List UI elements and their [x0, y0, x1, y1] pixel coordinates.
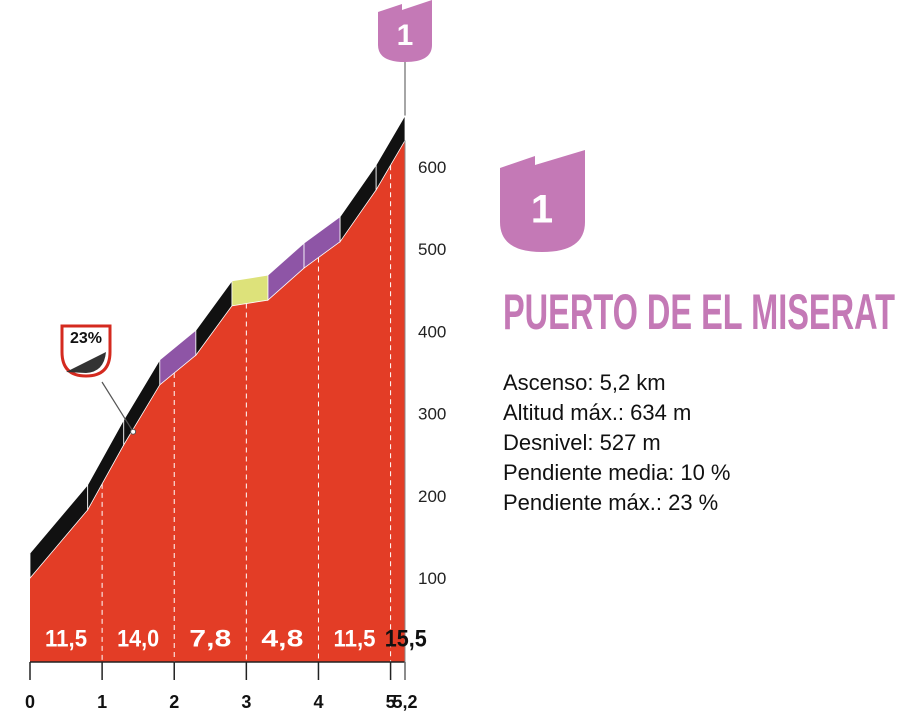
climb-category: 1	[531, 188, 553, 232]
y-tick-label: 300	[418, 405, 446, 424]
annotation-leader	[101, 381, 134, 433]
gradient-label: 4,8	[261, 625, 303, 652]
gradient-label: 11,5	[45, 625, 87, 652]
y-tick-label: 100	[418, 569, 446, 588]
y-tick-label: 400	[418, 322, 446, 341]
x-tick-label: 5,2	[392, 692, 417, 712]
summit-badge	[378, 0, 432, 62]
gradient-label: 7,8	[189, 625, 231, 652]
x-tick-label: 4	[313, 692, 323, 712]
annotation-point	[130, 428, 137, 435]
x-tick-label: 2	[169, 692, 179, 712]
gradient-band	[231, 274, 269, 307]
stat-line: Ascenso: 5,2 km	[503, 370, 666, 395]
y-tick-label: 600	[418, 158, 446, 177]
annotation-label: 23%	[70, 330, 102, 347]
stat-line: Pendiente media: 10 %	[503, 460, 731, 485]
profile-area	[30, 140, 405, 662]
y-tick-label: 500	[418, 240, 446, 259]
gradient-label: 15,5	[385, 625, 427, 652]
climb-badge	[500, 150, 585, 252]
gradient-label: 11,5	[334, 625, 376, 652]
summit-category: 1	[397, 19, 414, 52]
stat-line: Desnivel: 527 m	[503, 430, 661, 455]
stat-line: Altitud máx.: 634 m	[503, 400, 691, 425]
x-tick-label: 3	[241, 692, 251, 712]
x-tick-label: 1	[97, 692, 107, 712]
annotation-slope	[66, 352, 106, 373]
stat-line: Pendiente máx.: 23 %	[503, 490, 718, 515]
y-tick-label: 200	[418, 487, 446, 506]
stats: Ascenso: 5,2 km Altitud máx.: 634 m Desniv…	[503, 370, 731, 515]
climb-name: PUERTO DE EL MISERAT	[503, 284, 895, 340]
gradient-label: 14,0	[117, 625, 159, 652]
x-tick-label: 0	[25, 692, 35, 712]
x-tick-label: 5	[386, 692, 396, 712]
